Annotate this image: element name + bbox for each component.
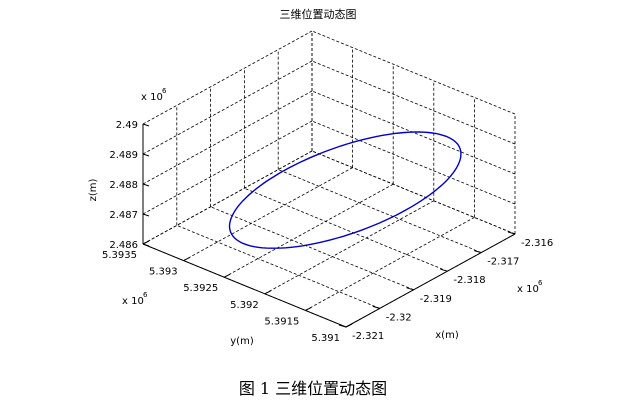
- svg-text:x 10: x 10: [141, 92, 163, 103]
- x-tick-mark: [474, 250, 482, 254]
- svg-text:x 10: x 10: [517, 284, 539, 295]
- floor-grid-x: [278, 169, 482, 253]
- y-axis-label: y(m): [230, 336, 254, 347]
- wall2-grid-z: [142, 30, 313, 125]
- x-tick-mark: [440, 268, 448, 272]
- x-tick-mark: [372, 305, 380, 309]
- z-exponent: x 10 6: [141, 87, 167, 103]
- floor-grid-y: [305, 217, 475, 311]
- floor-grid-y: [224, 183, 394, 278]
- grid-lines: [142, 30, 516, 328]
- x-axis-line: [345, 233, 516, 328]
- x-tick-label: -2.317: [487, 257, 519, 268]
- z-tick-mark: [142, 243, 150, 247]
- wall2-grid-z: [142, 150, 313, 245]
- y-axis-line: [142, 243, 347, 328]
- chart-title: 三维位置动态图: [280, 7, 357, 21]
- y-tick-label: 5.393: [149, 267, 178, 278]
- axis-lines: [142, 123, 516, 328]
- y-exponent: x 10 6: [122, 291, 148, 307]
- y-tick-label: 5.3915: [264, 316, 299, 327]
- x-tick-label: -2.316: [521, 238, 553, 249]
- z-tick-mark: [142, 123, 150, 127]
- svg-text:6: 6: [143, 291, 148, 299]
- svg-text:6: 6: [538, 279, 543, 287]
- x-tick-label: -2.321: [352, 331, 384, 342]
- floor-grid-y: [183, 167, 353, 261]
- y-tick-mark: [183, 257, 190, 262]
- wall2-grid-z: [142, 60, 313, 155]
- wall2-grid-z: [142, 90, 313, 185]
- trajectory: [228, 131, 462, 249]
- y-tick-mark: [305, 306, 312, 311]
- svg-text:x 10: x 10: [122, 296, 144, 307]
- floor-grid-x: [176, 225, 380, 309]
- floor-grid-y: [264, 200, 434, 295]
- z-axis-label: z(m): [88, 179, 99, 202]
- y-tick-mark: [223, 273, 231, 278]
- x-tick-label: -2.319: [420, 294, 452, 305]
- floor-grid-x: [210, 206, 414, 291]
- floor-grid-x: [244, 187, 448, 272]
- z-tick-label: 2.489: [109, 150, 138, 161]
- x-exponent: x 10 6: [517, 279, 543, 295]
- y-tick-label: 5.391: [311, 333, 340, 344]
- wall-grid-z: [311, 120, 516, 205]
- z-tick-label: 2.486: [109, 240, 138, 251]
- wall-grid-z: [311, 90, 516, 175]
- y-tick-mark: [345, 323, 353, 328]
- tick-labels: 2.486 2.487 2.488 2.489 2.49 5.391 5.3915 5.392…: [102, 120, 553, 344]
- z-tick-label: 2.487: [109, 210, 138, 221]
- wall-grid-z: [311, 60, 516, 145]
- z-tick-label: 2.488: [109, 180, 138, 191]
- wall-grid-z: [311, 150, 516, 235]
- z-tick-mark: [142, 213, 150, 217]
- wall2-grid-z: [142, 120, 313, 215]
- z-tick-label: 2.49: [116, 120, 138, 131]
- x-tick-label: -2.32: [386, 312, 412, 323]
- x-tick-mark: [406, 287, 414, 291]
- y-tick-mark: [142, 240, 150, 245]
- x-tick-mark: [507, 231, 516, 235]
- x-tick-mark: [338, 324, 347, 328]
- wall-grid-z: [311, 30, 516, 115]
- z-tick-mark: [142, 153, 150, 157]
- y-tick-label: 5.3925: [183, 283, 218, 294]
- x-tick-label: -2.318: [453, 275, 485, 286]
- y-tick-label: 5.392: [230, 300, 259, 311]
- x-axis-label: x(m): [435, 330, 459, 341]
- y-tick-label: 5.3935: [102, 250, 137, 261]
- y-tick-mark: [264, 290, 272, 295]
- svg-text:6: 6: [162, 87, 167, 95]
- z-tick-mark: [142, 183, 150, 187]
- trajectory-line: [228, 131, 462, 249]
- figure-caption: 图 1 三维位置动态图: [238, 379, 388, 398]
